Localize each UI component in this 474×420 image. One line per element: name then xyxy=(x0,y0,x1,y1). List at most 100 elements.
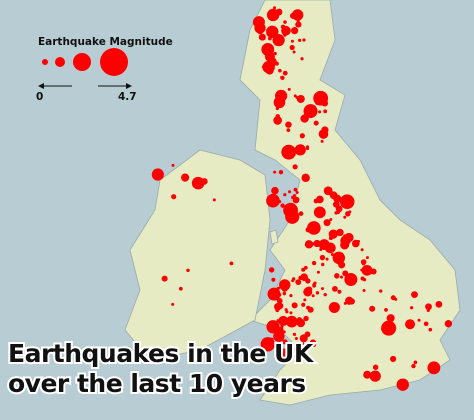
earthquake-dot xyxy=(275,8,283,16)
earthquake-dot xyxy=(212,198,216,202)
earthquake-dot xyxy=(299,133,305,139)
earthquake-dot xyxy=(171,194,177,200)
earthquake-dot xyxy=(313,206,326,219)
earthquake-dot xyxy=(368,271,372,275)
earthquake-dot xyxy=(300,146,305,151)
earthquake-dot xyxy=(312,283,316,287)
earthquake-dot xyxy=(321,99,329,107)
earthquake-dot xyxy=(411,363,416,369)
earthquake-dot xyxy=(275,114,281,119)
earthquake-dot xyxy=(298,275,303,281)
earthquake-dot xyxy=(332,200,340,208)
earthquake-dot xyxy=(337,289,342,294)
legend-arrowhead xyxy=(126,83,132,89)
earthquake-dot xyxy=(305,146,310,151)
earthquake-dot xyxy=(290,39,294,43)
earthquake-dot xyxy=(336,261,341,265)
earthquake-dot xyxy=(289,294,293,298)
earthquake-dot xyxy=(261,65,265,69)
earthquake-dot xyxy=(283,20,287,24)
title-line: over the last 10 years xyxy=(8,369,306,398)
earthquake-dot xyxy=(284,308,288,312)
earthquake-dot xyxy=(319,254,326,261)
earthquake-dot xyxy=(302,351,306,356)
earthquake-dot xyxy=(313,120,319,126)
earthquake-dot xyxy=(339,194,355,209)
earthquake-dot xyxy=(291,195,295,199)
earthquake-dot xyxy=(271,186,279,195)
earthquake-dot xyxy=(336,210,340,215)
earthquake-dot xyxy=(303,265,308,270)
earthquake-dot xyxy=(171,163,175,167)
earthquake-dot xyxy=(280,75,284,80)
earthquake-dot xyxy=(291,279,295,283)
title-line: Earthquakes in the UK xyxy=(8,339,315,368)
earthquake-dot xyxy=(273,170,277,174)
earthquake-dot xyxy=(365,256,369,260)
earthquake-dot xyxy=(293,196,300,203)
earthquake-dot xyxy=(282,70,288,76)
earthquake-dot xyxy=(342,270,349,277)
earthquake-dot xyxy=(300,114,309,123)
earthquake-dot xyxy=(292,320,296,324)
earthquake-dot xyxy=(311,260,317,266)
earthquake-dot xyxy=(386,314,395,323)
earthquake-dot xyxy=(281,144,297,160)
earthquake-dot xyxy=(328,236,333,241)
earthquake-dot xyxy=(329,217,333,221)
earthquake-dot xyxy=(369,370,381,382)
earthquake-dot xyxy=(323,186,333,196)
earthquake-dot xyxy=(343,301,347,305)
earthquake-dot xyxy=(178,286,183,291)
earthquake-dot xyxy=(293,187,298,192)
earthquake-dot xyxy=(268,267,275,273)
legend-circle xyxy=(42,59,48,65)
earthquake-dot xyxy=(280,203,285,208)
earthquake-dot xyxy=(291,27,299,35)
earthquake-dot xyxy=(413,360,418,365)
ireland xyxy=(124,149,271,361)
earthquake-dot xyxy=(285,121,292,128)
isle-of-man xyxy=(269,229,279,245)
earthquake-dot xyxy=(425,303,432,311)
earthquake-dot xyxy=(283,193,287,197)
earthquake-dot xyxy=(322,213,326,217)
earthquake-dot xyxy=(410,306,414,310)
earthquake-dot xyxy=(384,307,388,312)
earthquake-dot xyxy=(311,342,317,347)
earthquake-dot xyxy=(258,33,266,41)
legend-arrowhead xyxy=(38,83,44,89)
earthquake-dot xyxy=(369,305,376,312)
earthquake-dot xyxy=(394,297,398,301)
earthquake-dot xyxy=(405,319,416,330)
earthquake-dot xyxy=(291,9,304,21)
earthquake-dot xyxy=(291,347,296,352)
earthquake-dot xyxy=(311,294,315,298)
earthquake-dot xyxy=(427,361,441,375)
earthquake-dot xyxy=(356,239,360,244)
earthquake-dot xyxy=(278,315,289,327)
earthquake-dot xyxy=(273,326,277,330)
earthquake-dot xyxy=(201,178,208,185)
earthquake-dot xyxy=(411,291,418,299)
earthquake-dot xyxy=(345,211,351,217)
earthquake-dot xyxy=(273,330,285,342)
earthquake-dot xyxy=(301,173,310,183)
earthquake-dot xyxy=(296,318,306,328)
earthquake-dot xyxy=(292,332,297,336)
earthquake-dot xyxy=(428,327,433,332)
earthquake-dot xyxy=(273,116,282,125)
earthquake-dot xyxy=(304,331,311,338)
earthquake-dot xyxy=(301,302,306,307)
earthquake-dot xyxy=(318,129,329,139)
earthquake-dot xyxy=(300,57,304,61)
earthquake-dot xyxy=(229,261,234,266)
earthquake-dot xyxy=(346,278,350,282)
earthquake-dot xyxy=(339,275,343,279)
earthquake-dot xyxy=(151,168,164,181)
earthquake-dot xyxy=(282,349,293,360)
earthquake-dot xyxy=(320,287,324,291)
earthquake-dot xyxy=(287,87,291,91)
earthquake-dot xyxy=(435,300,443,308)
